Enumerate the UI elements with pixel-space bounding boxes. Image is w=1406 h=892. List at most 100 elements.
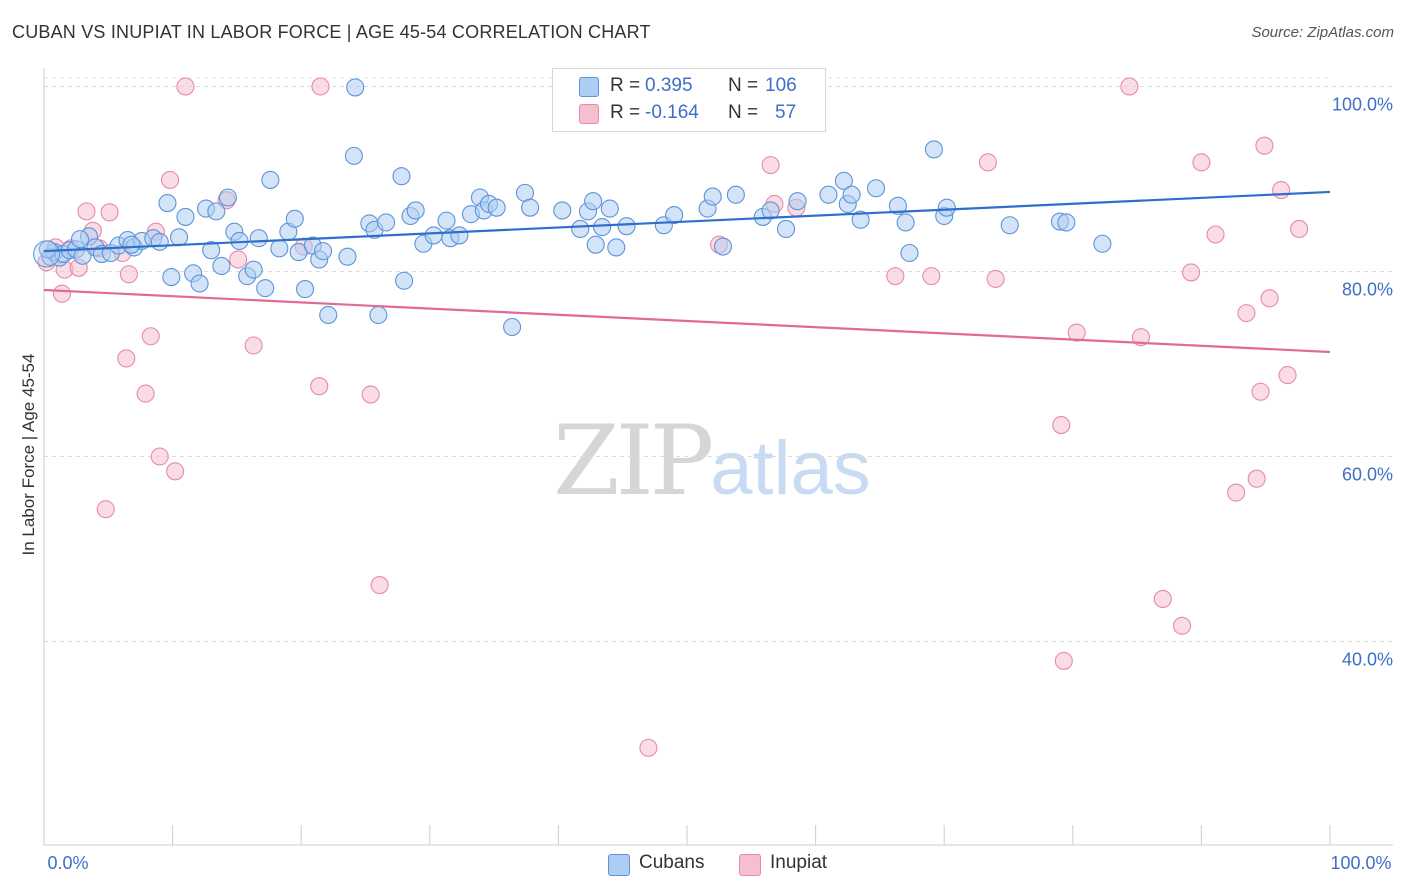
legend-n-value: 57 xyxy=(775,102,797,123)
x-tick-label: 0.0% xyxy=(47,853,88,873)
cuban-point xyxy=(169,228,189,247)
inupiat-swatch xyxy=(579,104,599,124)
inupiat-point xyxy=(166,462,185,481)
cuban-point xyxy=(249,229,268,248)
legend-n-label: N = xyxy=(728,102,759,123)
legend-label-cubans: Cubans xyxy=(639,852,705,873)
cuban-point xyxy=(851,210,870,229)
cuban-point xyxy=(285,209,304,228)
inupiat-point xyxy=(160,170,180,189)
cubans-swatch xyxy=(579,77,599,97)
inupiat-point xyxy=(1131,328,1151,347)
cuban-point xyxy=(33,240,61,268)
cuban-point xyxy=(761,201,780,220)
legend-r-value: -0.164 xyxy=(645,102,699,123)
cuban-point xyxy=(617,217,636,236)
legend-n-label: N = xyxy=(728,75,759,96)
cuban-point xyxy=(70,230,90,249)
cubans-legend-swatch xyxy=(608,854,630,876)
cuban-point xyxy=(665,206,684,225)
cuban-point xyxy=(788,192,807,211)
inupiat-point xyxy=(1173,616,1192,635)
cuban-point xyxy=(726,185,745,204)
cuban-point xyxy=(256,279,275,298)
cuban-point xyxy=(424,226,443,245)
legend-r-label: R = xyxy=(610,102,641,123)
cuban-point xyxy=(158,194,177,213)
cuban-point xyxy=(319,305,338,325)
cuban-point xyxy=(1000,216,1019,235)
cuban-point xyxy=(122,235,141,254)
cuban-point xyxy=(584,192,603,211)
cuban-point xyxy=(888,196,907,215)
cuban-point xyxy=(703,187,722,206)
cuban-point xyxy=(346,78,365,97)
cuban-point xyxy=(553,201,572,220)
inupiat-point xyxy=(761,156,780,175)
cuban-point xyxy=(1057,213,1076,232)
cuban-point xyxy=(207,202,226,221)
zipatlas-watermark: ZIPatlas xyxy=(553,405,871,517)
inupiat-point xyxy=(1067,323,1086,342)
y-axis-label: In Labor Force | Age 45-54 xyxy=(19,354,38,556)
source-attribution: Source: ZipAtlas.com xyxy=(1251,24,1394,41)
cuban-point xyxy=(150,232,169,251)
cuban-point xyxy=(713,237,733,256)
cuban-point xyxy=(924,140,943,159)
cuban-point xyxy=(937,198,956,217)
inupiat-point xyxy=(1227,483,1246,502)
inupiat-point xyxy=(1120,77,1139,96)
cuban-point xyxy=(202,241,221,260)
inupiat-point xyxy=(136,384,155,403)
inupiat-point xyxy=(310,377,329,396)
cuban-point xyxy=(176,207,195,226)
watermark-atlas: atlas xyxy=(710,426,871,511)
legend-n-value: 106 xyxy=(765,75,797,96)
inupiat-point xyxy=(978,153,997,172)
inupiat-point xyxy=(176,77,195,96)
cuban-point xyxy=(369,305,388,325)
cuban-point xyxy=(900,243,919,263)
inupiat-point xyxy=(361,385,380,404)
cuban-point xyxy=(344,146,363,165)
chart-title: CUBAN VS INUPIAT IN LABOR FORCE | AGE 45… xyxy=(12,22,651,42)
tick-labels: 40.0% 60.0% 80.0% 100.0% 0.0% 100.0% In Labor … xyxy=(19,95,1393,874)
cuban-point xyxy=(819,185,838,204)
inupiat-point xyxy=(1052,415,1071,435)
inupiat-point xyxy=(117,349,136,368)
cuban-point xyxy=(1093,234,1112,253)
inupiat-point xyxy=(141,327,160,346)
inupiat-point xyxy=(1272,181,1291,200)
inupiat-point xyxy=(52,284,72,303)
inupiat-point xyxy=(1206,225,1225,244)
cuban-point xyxy=(834,171,853,190)
legend-r-value: 0.395 xyxy=(645,75,693,96)
y-tick-label: 100.0% xyxy=(1332,95,1393,115)
inupiat-point xyxy=(96,500,115,519)
cuban-point xyxy=(392,167,411,186)
cuban-point xyxy=(314,242,333,261)
cuban-point xyxy=(244,260,263,279)
stats-legend: R = 0.395 N = 106 R = -0.164 N = 57 xyxy=(552,68,826,132)
inupiat-point xyxy=(1237,304,1256,323)
inupiat-point xyxy=(922,267,941,286)
cuban-point xyxy=(450,226,469,245)
inupiat-point xyxy=(1251,382,1270,401)
legend-r-label: R = xyxy=(610,75,641,96)
inupiat-point xyxy=(1192,153,1211,172)
cuban-point xyxy=(377,213,396,232)
inupiat-point xyxy=(311,77,330,96)
cuban-point xyxy=(406,201,425,220)
inupiat-point xyxy=(229,250,248,269)
inupiat-point xyxy=(1153,589,1172,609)
cuban-point xyxy=(776,219,796,238)
cuban-point xyxy=(600,199,619,218)
inupiat-point xyxy=(886,267,905,286)
inupiat-point xyxy=(100,203,119,222)
cubans-trend-line xyxy=(43,190,1331,253)
inupiat-point xyxy=(1054,651,1073,670)
inupiat-point xyxy=(119,265,138,284)
inupiat-point xyxy=(1260,289,1279,308)
cuban-point xyxy=(395,271,414,290)
